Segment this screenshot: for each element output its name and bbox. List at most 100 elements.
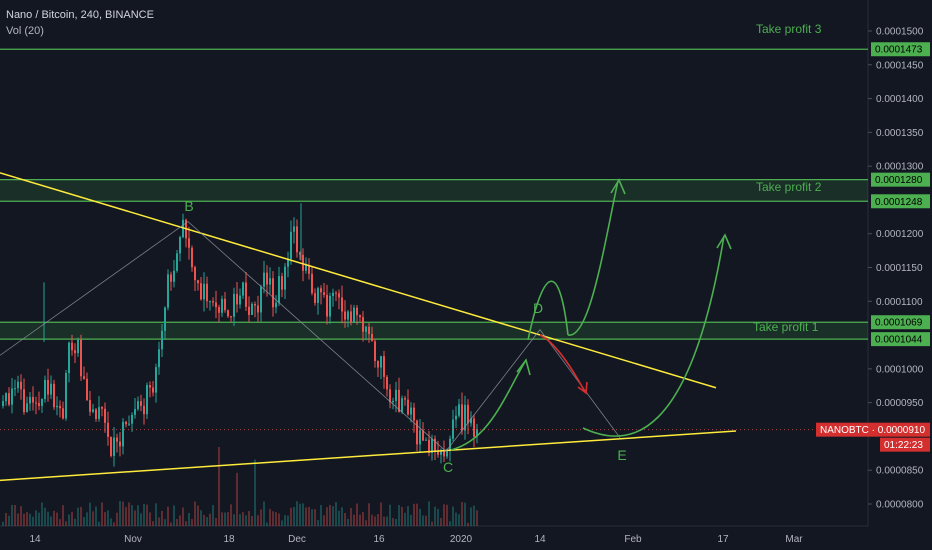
candle-body xyxy=(173,270,175,282)
volume-bar xyxy=(50,516,52,526)
volume-bar xyxy=(383,516,385,526)
arrow-head xyxy=(716,233,732,250)
volume-bar xyxy=(302,503,304,526)
x-tick-label: Dec xyxy=(288,534,306,545)
volume-bar xyxy=(131,505,133,526)
volume-bar xyxy=(476,510,478,526)
candle-body xyxy=(377,361,379,368)
pattern-point-label: C xyxy=(443,459,453,475)
projection-arrow-up-to-d xyxy=(450,359,527,451)
candle-body xyxy=(302,254,304,271)
candle-body xyxy=(131,414,133,424)
volume-bar xyxy=(116,512,118,526)
volume-bar xyxy=(266,522,268,526)
candle-body xyxy=(242,282,244,296)
candle-body xyxy=(443,451,445,457)
candle-body xyxy=(314,293,316,303)
volume-bar xyxy=(80,506,82,526)
candle-body xyxy=(251,303,253,316)
pattern-point-label: D xyxy=(533,300,543,316)
volume-bar xyxy=(206,517,208,526)
y-tick-label: 0.0001200 xyxy=(876,229,924,240)
x-tick-label: 18 xyxy=(223,534,235,545)
volume-bar xyxy=(455,512,457,526)
price-tag xyxy=(871,194,930,209)
volume-bar xyxy=(284,515,286,526)
volume-bar xyxy=(146,504,148,526)
candle-body xyxy=(362,317,364,332)
volume-bar xyxy=(410,514,412,526)
candle-body xyxy=(368,326,370,334)
candle-body xyxy=(128,423,130,425)
volume-bar xyxy=(17,513,19,526)
candle-body xyxy=(248,306,250,316)
candle-body xyxy=(260,286,262,313)
volume-bar xyxy=(236,472,238,526)
candle-body xyxy=(8,393,10,405)
candle-body xyxy=(476,429,478,437)
chart-title: Nano / Bitcoin, 240, BINANCE xyxy=(6,9,154,21)
volume-bar xyxy=(227,512,229,526)
volume-bar xyxy=(215,517,217,526)
candle-body xyxy=(194,267,196,281)
candle-body xyxy=(167,274,169,308)
candle-body xyxy=(434,438,436,452)
volume-bar xyxy=(224,512,226,526)
volume-bar xyxy=(203,514,205,526)
candle-body xyxy=(113,437,115,456)
volume-bar xyxy=(449,521,451,526)
candle-body xyxy=(350,311,352,323)
take-profit-zone xyxy=(0,322,868,340)
ascending-trendline xyxy=(0,430,737,482)
price-tag-label: 0.0001069 xyxy=(875,318,923,329)
volume-bar xyxy=(74,518,76,526)
volume-bar xyxy=(38,512,40,526)
candle-body xyxy=(398,389,400,412)
candle-body xyxy=(269,278,271,285)
candle-body xyxy=(341,297,343,312)
candle-body xyxy=(326,294,328,317)
candle-body xyxy=(332,292,334,296)
candle-body xyxy=(158,349,160,368)
volume-bar xyxy=(431,521,433,526)
volume-bar xyxy=(332,506,334,526)
volume-bar xyxy=(68,514,70,526)
pattern-point-label: E xyxy=(617,447,626,463)
volume-bar xyxy=(20,506,22,526)
candle-body xyxy=(287,258,289,267)
volume-bar xyxy=(29,513,31,526)
volume-bar xyxy=(128,502,130,526)
candle-body xyxy=(179,237,181,254)
candle-body xyxy=(437,451,439,455)
candle-body xyxy=(353,307,355,323)
volume-bar xyxy=(428,501,430,526)
volume-bar xyxy=(107,510,109,526)
candle-body xyxy=(245,282,247,307)
volume-bar xyxy=(185,521,187,526)
projection-arrow-down xyxy=(539,334,586,393)
candle-body xyxy=(77,339,79,354)
take-profit-label: Take profit 3 xyxy=(756,22,822,36)
candle-body xyxy=(20,381,22,390)
volume-indicator-label[interactable]: Vol (20) xyxy=(6,25,44,37)
volume-bar xyxy=(275,512,277,526)
candle-body xyxy=(365,326,367,332)
volume-bar xyxy=(104,512,106,526)
volume-bar xyxy=(269,509,271,526)
candle-body xyxy=(44,379,46,400)
candle-body xyxy=(290,231,292,259)
candle-body xyxy=(464,404,466,431)
take-profit-zone xyxy=(0,179,868,202)
volume-bar xyxy=(212,505,214,526)
volume-bar xyxy=(401,506,403,526)
candle-body xyxy=(71,342,73,351)
volume-bar xyxy=(461,502,463,526)
volume-bar xyxy=(170,522,172,526)
candle-body xyxy=(473,418,475,437)
volume-bar xyxy=(335,502,337,526)
volume-bar xyxy=(26,512,28,526)
candle-body xyxy=(236,293,238,305)
x-tick-label: 14 xyxy=(534,534,546,545)
